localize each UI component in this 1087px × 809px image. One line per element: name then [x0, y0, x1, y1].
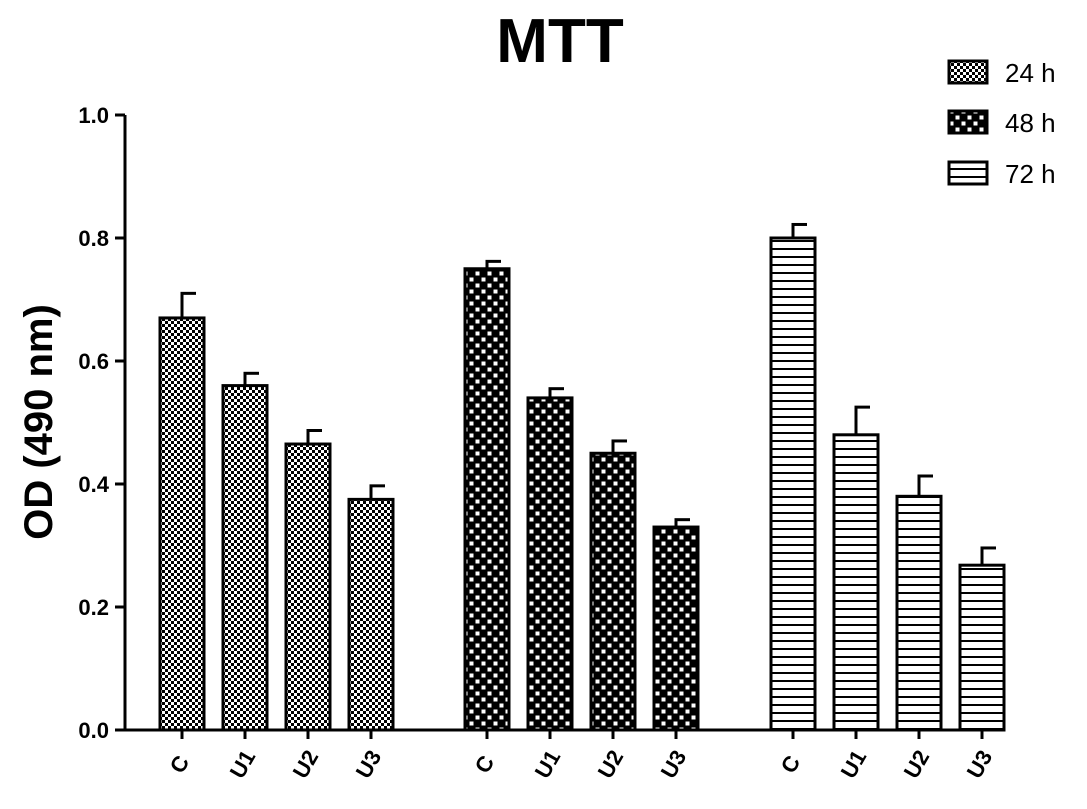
y-tick-label: 0.4 — [78, 472, 109, 497]
x-tick-label: U3 — [656, 746, 692, 783]
chart-title: MTT — [496, 7, 624, 76]
bar-48h-U3 — [652, 525, 700, 732]
bar-48h-U2 — [589, 451, 637, 732]
y-tick-label: 0.2 — [78, 595, 109, 620]
legend-item-72h: 72 h — [947, 159, 1056, 189]
x-tick-label: U1 — [530, 746, 566, 783]
y-tick-label: 0.6 — [78, 349, 109, 374]
bar-48h-U1 — [526, 396, 574, 732]
x-tick-label: U3 — [962, 746, 998, 783]
bar-72h-U1 — [832, 433, 880, 732]
bar-24h-U2 — [284, 442, 332, 732]
bar-48h-C — [463, 267, 511, 732]
y-tick-label: 0.8 — [78, 226, 109, 251]
y-axis-label: OD (490 nm) — [17, 304, 61, 540]
bar-24h-C — [158, 316, 206, 732]
axes: 0.0 0.2 0.4 0.6 0.8 1.0 — [78, 103, 1000, 743]
legend-item-24h: 24 h — [947, 58, 1056, 88]
y-tick-label: 1.0 — [78, 103, 109, 128]
x-tick-label: U1 — [225, 746, 261, 783]
x-tick-label: C — [776, 751, 806, 777]
x-tick-label: U2 — [288, 746, 324, 783]
legend: 24 h 48 h 72 h — [947, 58, 1056, 189]
x-tick-label: U2 — [899, 746, 935, 783]
x-tick-label: C — [470, 751, 500, 777]
legend-item-48h: 48 h — [947, 108, 1056, 138]
legend-swatch — [947, 160, 989, 186]
legend-swatch — [947, 109, 989, 135]
x-tick-label: U3 — [351, 746, 387, 783]
y-tick-label: 0.0 — [78, 718, 109, 743]
x-tick-label: U1 — [836, 746, 872, 783]
x-tick-label: U2 — [593, 746, 629, 783]
bar-24h-U1 — [221, 384, 269, 732]
bar-24h-U3 — [347, 497, 395, 732]
x-tick-label: C — [165, 751, 195, 777]
bars: C U1 U2 U3 C U1 U2 U3 C U1 U2 U3 — [158, 222, 1006, 783]
legend-label: 24 h — [1005, 58, 1056, 88]
legend-swatch — [947, 59, 989, 85]
bar-72h-U3 — [958, 563, 1006, 732]
legend-label: 72 h — [1005, 159, 1056, 189]
bar-72h-C — [769, 236, 817, 732]
legend-label: 48 h — [1005, 108, 1056, 138]
bar-72h-U2 — [895, 494, 943, 732]
